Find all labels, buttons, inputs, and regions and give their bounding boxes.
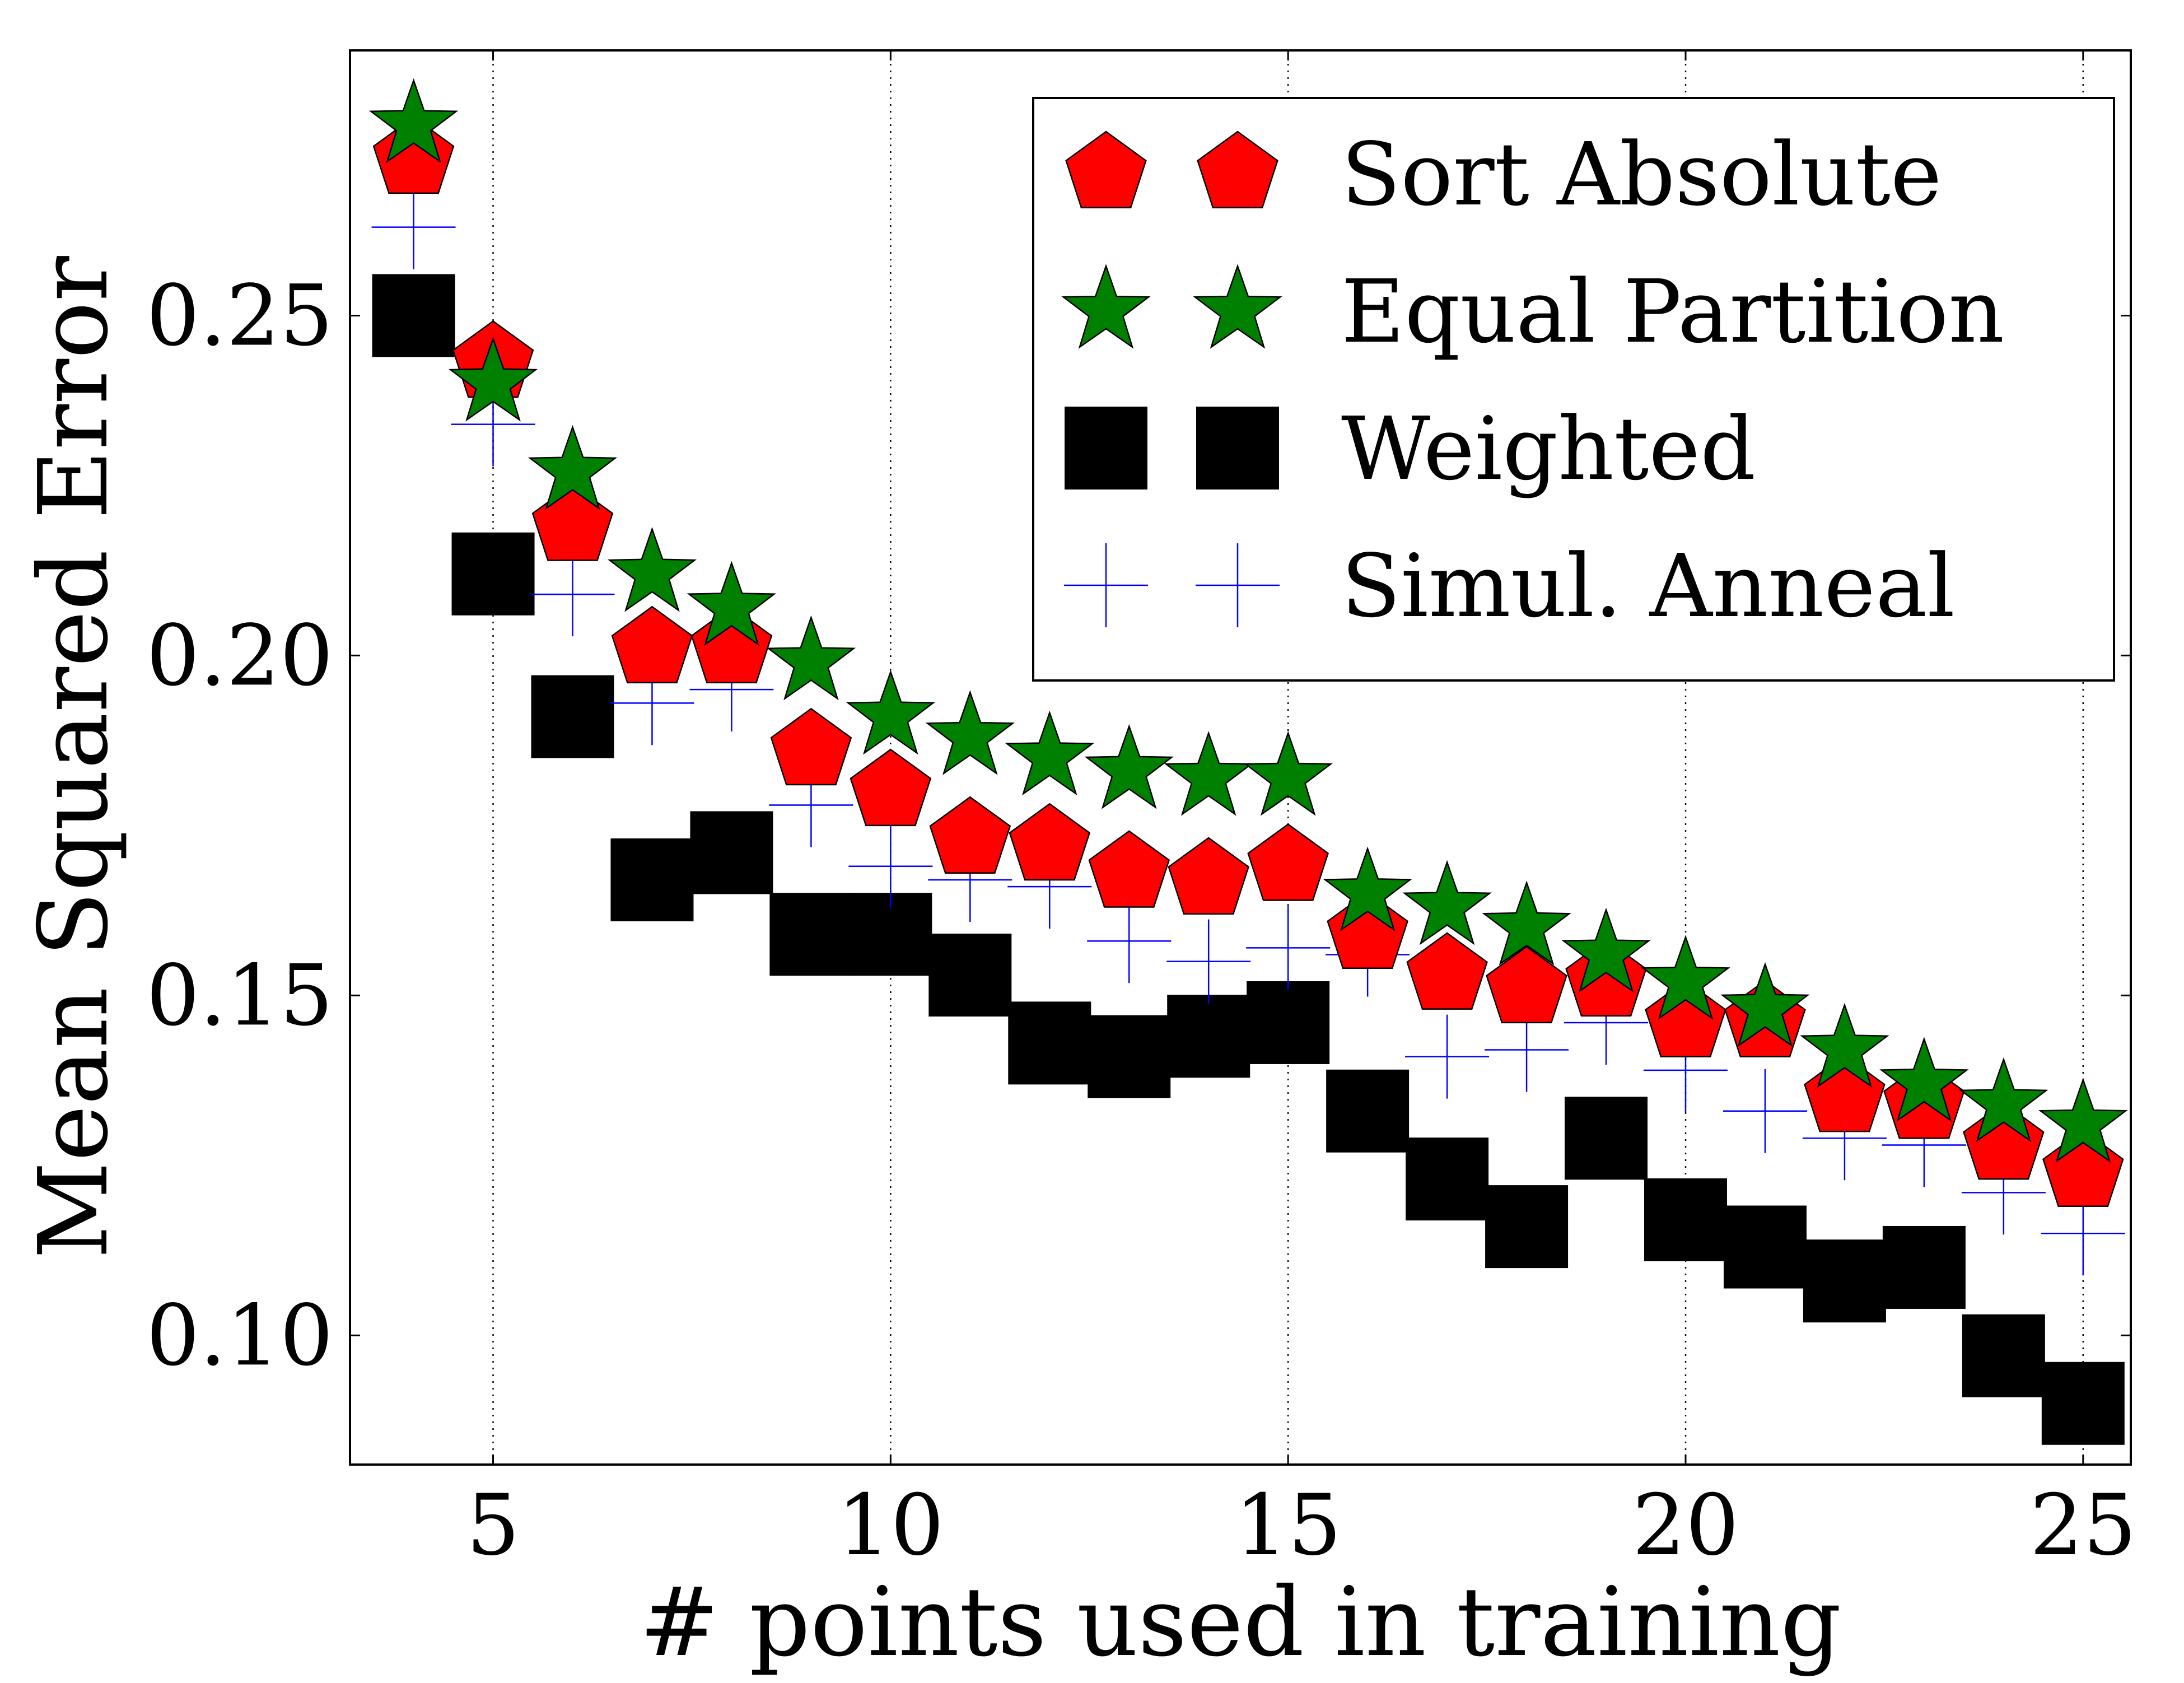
weighted-point [1088,1015,1171,1098]
equal-partition-point [925,690,1015,775]
weighted-point [451,532,535,616]
weighted-point [1326,1069,1410,1153]
equal-partition-point [1402,860,1492,945]
weighted-point [690,811,773,894]
equal-partition-point [1641,935,1730,1020]
sort-absolute-point [1565,939,1647,1017]
legend: Sort Absolute Equal Partition Weighted Simu… [1032,97,2115,682]
equal-partition-point [2038,1078,2128,1163]
simul-anneal-point [1087,899,1172,983]
weighted-point [1406,1137,1489,1221]
x-tick-label: 10 [837,1477,944,1574]
legend-label-equal-partition: Equal Partition [1341,261,2004,362]
sort-absolute-point [1009,803,1091,881]
sort-absolute-point [770,707,852,786]
legend-label-weighted: Weighted [1341,398,1756,500]
weighted-point [1644,1178,1727,1261]
weighted-point [769,893,853,976]
y-axis-label: Mean Squared Error [18,255,129,1258]
equal-partition-point [1243,731,1333,816]
weighted-point [1247,981,1330,1064]
equal-partition-point [607,526,697,612]
weighted-point [2041,1362,2125,1445]
simul-anneal-point [1166,919,1251,1004]
legend-marker-equal-partition [1193,264,1282,349]
equal-partition-point [1720,962,1810,1047]
simul-anneal-point [530,552,615,637]
weighted-point [610,838,694,922]
equal-partition-point [766,615,856,701]
equal-partition-point [1482,880,1571,966]
equal-partition-point [368,78,459,164]
equal-partition-point [1561,907,1651,993]
equal-partition-point [846,669,936,755]
sort-absolute-point [1406,932,1488,1010]
x-tick-label: 5 [466,1477,520,1574]
simul-anneal-point [1405,1014,1490,1099]
sort-absolute-point [1486,945,1567,1024]
legend-marker-sort-absolute [1197,130,1278,208]
simul-anneal-point [1723,1069,1807,1153]
x-tick-label: 25 [2029,1477,2136,1574]
weighted-point [1882,1225,1966,1309]
sort-absolute-point [611,605,693,684]
weighted-point [531,675,614,758]
weighted-point [1008,1001,1091,1085]
equal-partition-point [1323,846,1412,932]
plot-frame [349,49,2132,1466]
weighted-point [1485,1185,1569,1269]
sort-absolute-point [850,748,932,827]
y-tick-label: 0.20 [146,607,333,705]
weighted-point [372,274,455,357]
simul-anneal-point [848,824,933,908]
equal-partition-point [1164,731,1253,816]
series-weighted [372,274,2125,1445]
sort-absolute-point [929,796,1011,874]
equal-partition-point [1005,710,1095,796]
data-markers [368,78,2128,1445]
legend-label-sort-absolute: Sort Absolute [1341,124,1942,225]
legend-marker-weighted [1196,407,1279,489]
weighted-point [928,933,1012,1017]
weighted-point [1803,1239,1886,1323]
equal-partition-point [1084,724,1174,809]
legend-marker-simul-anneal [1064,543,1148,627]
legend-marker-sort-absolute [1065,130,1147,208]
equal-partition-point [1959,1057,2048,1143]
equal-partition-point [1879,1037,1969,1122]
legend-marker-equal-partition [1061,264,1151,349]
equal-partition-point [1800,1003,1889,1088]
axis-ticks: 5 10 15 20 25 0.10 0.15 0.20 0.25 [146,50,2136,1574]
sort-absolute-point [372,116,455,194]
x-tick-label: 20 [1632,1477,1739,1574]
legend-label-simul-anneal: Simul. Anneal [1341,535,1955,637]
weighted-point [1962,1314,2045,1397]
sort-absolute-point [1168,837,1249,915]
sort-absolute-point [1247,823,1329,901]
weighted-point [1565,1097,1648,1180]
x-axis-label: # points used in training [640,1567,1842,1678]
simul-anneal-point [1246,906,1331,990]
equal-partition-point [687,561,777,646]
legend-marker-weighted [1065,407,1147,489]
simul-anneal-point [371,185,456,269]
equal-partition-point [528,425,618,510]
weighted-point [1723,1205,1807,1289]
y-tick-label: 0.25 [146,267,333,365]
x-tick-label: 15 [1235,1477,1342,1574]
y-tick-label: 0.15 [146,947,333,1045]
sort-absolute-point [1088,830,1170,908]
series-equal-partition [368,78,2128,1163]
weighted-point [1167,995,1250,1078]
legend-marker-simul-anneal [1196,543,1280,627]
y-tick-label: 0.10 [146,1287,333,1384]
equal-partition-point [448,336,538,422]
